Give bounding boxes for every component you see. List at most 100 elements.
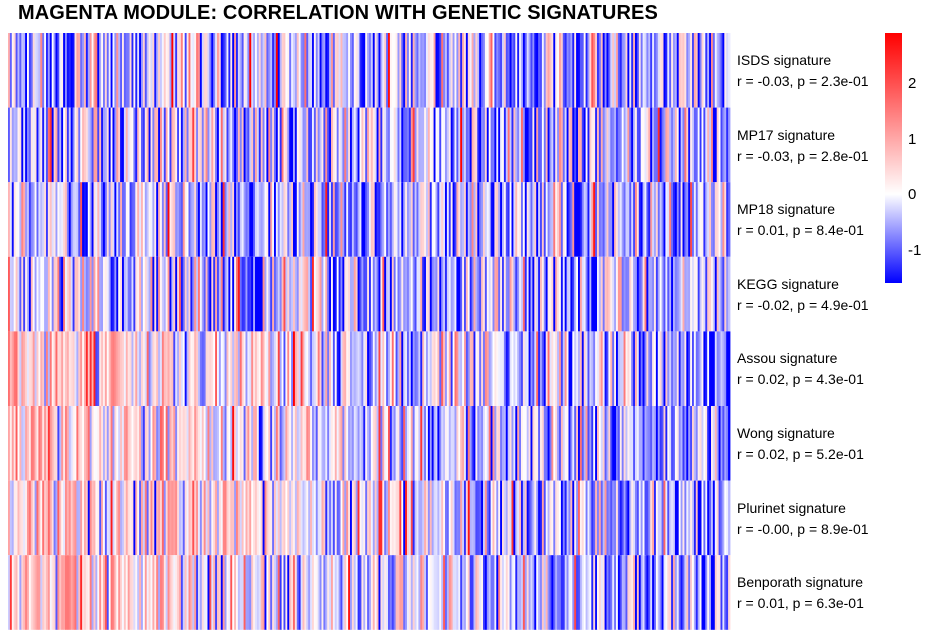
heatmap-cell — [106, 555, 110, 630]
heatmap-cell — [380, 182, 383, 257]
heatmap-cell — [578, 555, 581, 630]
heatmap-cell — [283, 555, 286, 630]
heatmap-cell — [623, 331, 626, 406]
heatmap-cell — [171, 555, 174, 630]
heatmap-cell — [129, 406, 132, 481]
heatmap-cell — [714, 555, 718, 630]
heatmap-cell — [655, 480, 659, 556]
heatmap-cell — [401, 182, 404, 257]
heatmap-cell — [209, 182, 212, 257]
heatmap-cell — [585, 331, 588, 406]
heatmap-cell — [350, 480, 353, 556]
heatmap-cell — [306, 107, 309, 183]
heatmap-cell — [579, 182, 583, 257]
heatmap-cell — [699, 33, 702, 108]
row-label-stats: r = -0.02, p = 4.9e-01 — [737, 296, 869, 313]
heatmap-cell — [355, 406, 358, 481]
heatmap-cell — [179, 555, 182, 630]
heatmap-cell — [118, 480, 121, 556]
heatmap-cell — [228, 406, 231, 481]
heatmap-cell — [104, 331, 108, 406]
heatmap-cell — [636, 480, 640, 556]
heatmap-cell — [467, 256, 471, 332]
heatmap-cell — [492, 33, 495, 108]
heatmap-cell — [429, 406, 433, 481]
heatmap-cell — [657, 406, 661, 481]
heatmap-cell — [247, 555, 250, 630]
heatmap-cell — [65, 555, 68, 630]
heatmap-cell — [165, 256, 168, 332]
heatmap-cell — [673, 406, 676, 481]
heatmap-cell — [108, 182, 111, 257]
heatmap-cell — [350, 555, 353, 630]
heatmap-cell — [726, 480, 729, 556]
heatmap-row — [8, 480, 731, 556]
heatmap-cell — [500, 256, 503, 332]
heatmap-cell — [274, 480, 277, 556]
heatmap-cell — [137, 480, 140, 556]
heatmap-cell — [503, 107, 507, 183]
heatmap-cell — [215, 555, 218, 630]
heatmap-cell — [315, 33, 319, 108]
heatmap-cell — [323, 406, 326, 481]
row-label-stats: r = 0.02, p = 5.2e-01 — [737, 446, 864, 462]
heatmap-cell — [203, 33, 206, 108]
heatmap-cell — [437, 406, 440, 481]
row-label-stats: r = 0.01, p = 8.4e-01 — [737, 222, 864, 239]
heatmap-cell — [559, 331, 562, 406]
heatmap-cell — [722, 406, 725, 481]
heatmap-cell — [627, 107, 630, 183]
heatmap-cell — [701, 256, 704, 332]
heatmap-cell — [674, 555, 678, 630]
heatmap-cell — [652, 33, 655, 108]
heatmap-cell — [578, 331, 581, 406]
heatmap-cell — [612, 406, 615, 481]
heatmap-cell — [11, 331, 15, 406]
heatmap-cell — [490, 256, 493, 332]
heatmap-cell — [490, 555, 493, 630]
heatmap-cell — [460, 107, 463, 183]
heatmap-cell — [177, 406, 180, 481]
heatmap-cell — [439, 406, 442, 481]
heatmap-cell — [363, 555, 366, 630]
heatmap-cell — [460, 33, 463, 108]
heatmap-cell — [488, 256, 491, 332]
heatmap-cell — [543, 555, 547, 630]
heatmap-cell — [243, 406, 246, 481]
heatmap-cell — [160, 480, 163, 556]
heatmap-cell — [177, 256, 180, 332]
heatmap-cell — [306, 33, 309, 108]
heatmap-cell — [302, 182, 305, 257]
heatmap-cell — [722, 555, 725, 630]
heatmap-cell — [572, 480, 575, 556]
heatmap-cell — [707, 555, 710, 630]
heatmap-cell — [378, 256, 381, 332]
heatmap-cell — [397, 331, 400, 406]
heatmap-cell — [633, 406, 636, 481]
heatmap-cell — [137, 33, 140, 108]
heatmap-cell — [232, 33, 235, 108]
heatmap-cell — [652, 406, 655, 481]
row-label: KEGG signature r = -0.02, p = 4.9e-01 — [737, 274, 869, 316]
heatmap-cell — [224, 406, 227, 481]
heatmap-cell — [532, 107, 535, 183]
heatmap-cell — [55, 480, 58, 556]
heatmap-cell — [655, 256, 659, 332]
heatmap-cell — [388, 182, 391, 257]
heatmap-cell — [372, 480, 376, 556]
heatmap-cell — [332, 406, 336, 481]
heatmap-cell — [458, 182, 461, 257]
heatmap-cell — [234, 33, 237, 108]
heatmap-cell — [462, 555, 465, 630]
heatmap-cell — [477, 182, 480, 257]
heatmap-cell — [711, 480, 714, 556]
heatmap-cell — [38, 555, 41, 630]
heatmap-cell — [199, 182, 203, 257]
heatmap-cell — [44, 256, 47, 332]
heatmap-cell — [369, 33, 372, 108]
heatmap-cell — [312, 480, 315, 556]
heatmap-cell — [680, 480, 683, 556]
heatmap-cell — [177, 33, 180, 108]
heatmap-cell — [374, 555, 377, 630]
heatmap-cell — [391, 107, 395, 183]
